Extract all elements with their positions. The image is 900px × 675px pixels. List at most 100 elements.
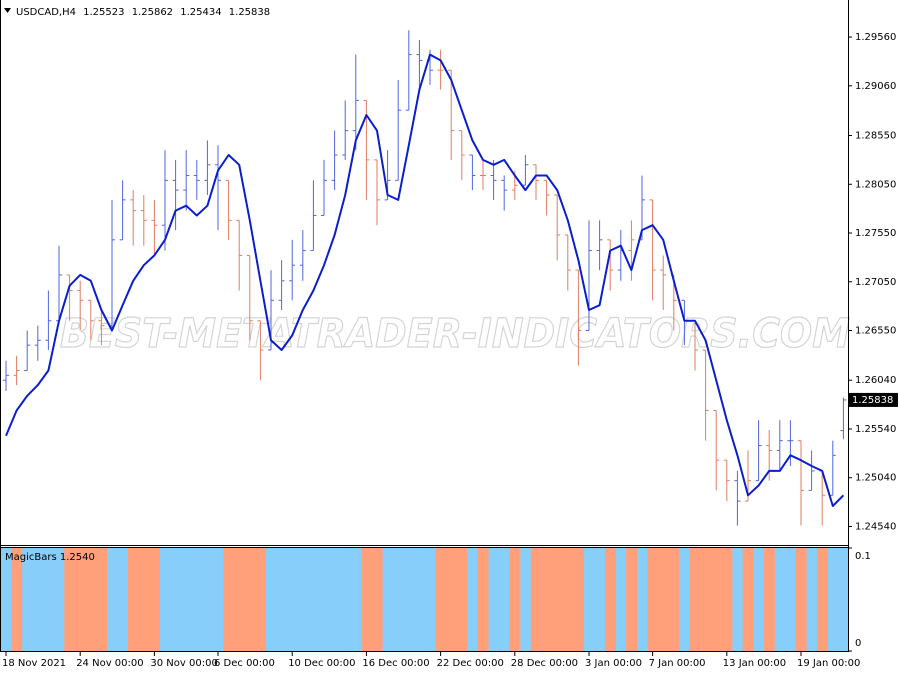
indicator-title: MagicBars 1.2540 (5, 552, 95, 563)
indicator-bar (329, 548, 341, 651)
indicator-bar (679, 548, 690, 651)
indicator-bar (435, 548, 447, 651)
indicator-bar (96, 548, 107, 651)
indicator-bar (308, 548, 319, 651)
indicator-bar (414, 548, 425, 651)
indicator-bar (626, 548, 637, 651)
indicator-bar (286, 548, 298, 651)
x-tick-label: 18 Nov 2021 (2, 658, 66, 669)
y-tick-label: 1.28050 (855, 179, 896, 190)
x-tick-label: 30 Nov 00:00 (150, 658, 217, 669)
indicator-bar (32, 548, 44, 651)
indicator-bar (85, 548, 97, 651)
y-tick-label: 1.25040 (855, 473, 896, 484)
indicator-bar (117, 548, 129, 651)
x-tick-label: 22 Dec 00:00 (437, 658, 504, 669)
header-high: 1.25862 (132, 7, 173, 18)
header-open: 1.25523 (83, 7, 124, 18)
indicator-bar (180, 548, 192, 651)
indicator-bar (138, 548, 150, 651)
indicator-bar (742, 548, 754, 651)
price-bars (3, 30, 847, 526)
indicator-bar (710, 548, 722, 651)
watermark-layer: BEST-METATRADER-INDICATORS.COM (59, 310, 850, 357)
x-tick-label: 24 Nov 00:00 (76, 658, 143, 669)
indicator-bar (106, 548, 118, 651)
y-tick-label: 1.25540 (855, 424, 896, 435)
indicator-bar (403, 548, 415, 651)
indicator-bar (467, 548, 478, 651)
indicator-bars (0, 548, 849, 651)
last-price: 1.25838 (852, 395, 893, 406)
indicator-bar (520, 548, 531, 651)
y-tick-label: 1.26040 (855, 375, 896, 386)
y-tick-label: 1.26550 (855, 326, 896, 337)
indicator-bar (445, 548, 457, 651)
indicator-bar (795, 548, 807, 651)
y-tick-label: 1.29560 (855, 32, 896, 43)
indicator-bar (318, 548, 330, 651)
indicator-bar (477, 548, 489, 651)
indicator-bar (530, 548, 542, 651)
indicator-bar (700, 548, 712, 651)
x-tick-label: 16 Dec 00:00 (362, 658, 429, 669)
x-tick-label: 19 Jan 00:00 (797, 658, 860, 669)
menu-triangle[interactable] (4, 8, 11, 13)
y-tick-label: 1.28550 (855, 131, 896, 142)
indicator-bar (233, 548, 245, 651)
y-tick-label: 1.24540 (855, 521, 896, 532)
x-tick-label: 3 Jan 00:00 (585, 658, 642, 669)
indicator-bar (339, 548, 351, 651)
indicator-bar (615, 548, 627, 651)
indicator-bar (657, 548, 669, 651)
watermark: BEST-METATRADER-INDICATORS.COM (60, 311, 850, 357)
indicator-bar (583, 548, 595, 651)
last-price-box (848, 392, 898, 407)
indicator-bar (806, 548, 818, 651)
indicator-bar (689, 548, 701, 651)
indicator-bar (297, 548, 309, 651)
indicator-bar (668, 548, 680, 651)
indicator-bar (509, 548, 521, 651)
x-tick-label: 28 Dec 00:00 (511, 658, 578, 669)
indicator-bar (371, 548, 383, 651)
indicator-bar (827, 548, 839, 651)
indicator-bar (753, 548, 765, 651)
y-tick-label: 1.27050 (855, 277, 896, 288)
x-tick-label: 7 Jan 00:00 (649, 658, 706, 669)
indicator-bar (785, 548, 796, 651)
y-tick-label: 0 (855, 638, 861, 649)
indicator-bar (11, 548, 23, 651)
indicator-bar (223, 548, 235, 651)
indicator-bar (732, 548, 743, 651)
indicator-bar (350, 548, 362, 651)
header-close: 1.25838 (229, 7, 270, 18)
indicator-bar (53, 548, 65, 651)
indicator-bar (488, 548, 500, 651)
indicator-bar (541, 548, 553, 651)
header-low: 1.25434 (180, 7, 221, 18)
indicator-bar (212, 548, 224, 651)
indicator-bar (573, 548, 584, 651)
indicator-bar (647, 548, 659, 651)
y-tick-label: 1.29060 (855, 81, 896, 92)
indicator-bar (21, 548, 33, 651)
y-tick-label: 0.1 (855, 551, 871, 562)
indicator-bar (170, 548, 182, 651)
indicator-bar (604, 548, 616, 651)
indicator-bar (127, 548, 139, 651)
x-tick-label: 6 Dec 00:00 (214, 658, 275, 669)
symbol: USDCAD,H4 (16, 7, 76, 18)
indicator-bar (774, 548, 786, 651)
x-tick-label: 13 Jan 00:00 (723, 658, 786, 669)
indicator-bar (159, 548, 171, 651)
y-tick-label: 1.27550 (855, 228, 896, 239)
indicator-bar (191, 548, 203, 651)
indicator-bar (149, 548, 160, 651)
indicator-bar (594, 548, 606, 651)
indicator-bar (456, 548, 468, 651)
indicator-bar (562, 548, 574, 651)
indicator-bar (276, 548, 288, 651)
indicator-bar (0, 548, 12, 651)
